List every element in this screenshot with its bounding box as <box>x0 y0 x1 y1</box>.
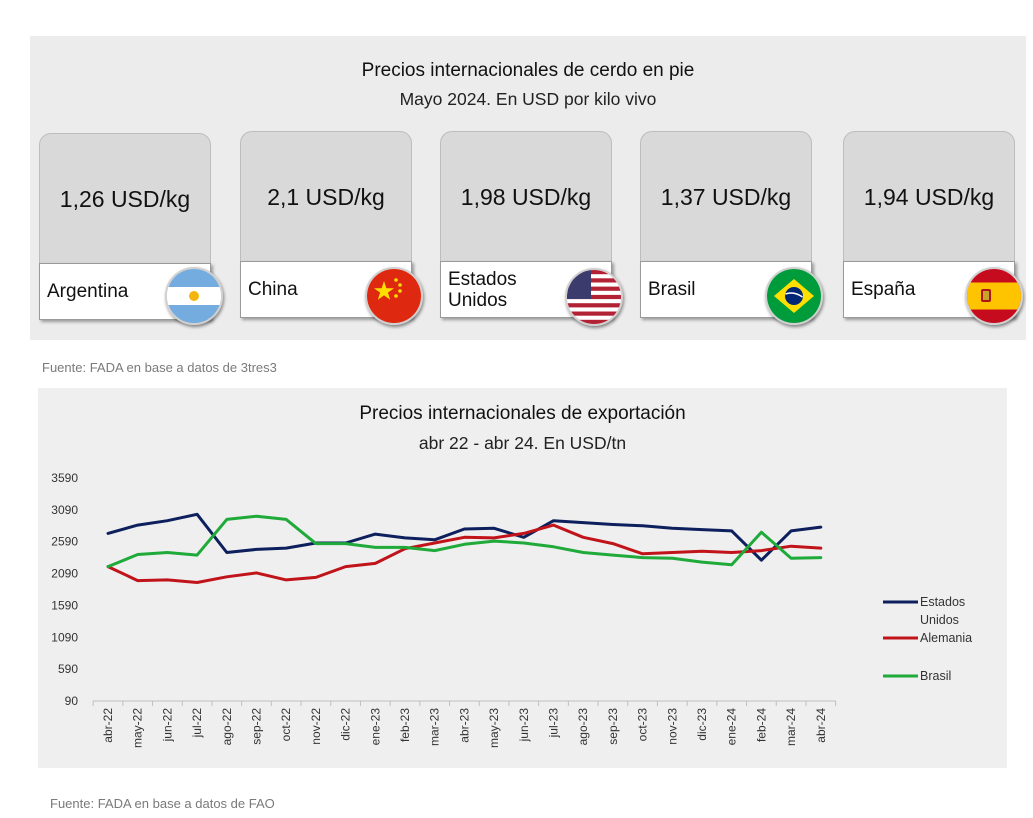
y-tick-label: 1590 <box>51 598 78 612</box>
price-card-usa: 1,98 USD/kg Estados Unidos <box>440 131 623 326</box>
price-card-china: 2,1 USD/kg China <box>240 131 423 325</box>
price-value: 1,37 USD/kg <box>660 184 792 210</box>
x-tick-label: dic-22 <box>339 708 353 741</box>
y-tick-label: 3090 <box>51 503 78 517</box>
country-name: Brasil <box>648 279 696 300</box>
x-tick-label: nov-22 <box>309 708 323 745</box>
export-prices-line-chart: 90 590 1090 1590 2090 2590 3090 3590 abr-22 may-2… <box>51 471 972 748</box>
legend-label: Alemania <box>920 631 972 645</box>
price-value: 2,1 USD/kg <box>267 184 385 210</box>
live-prices-title: Precios internacionales de cerdo en pie <box>361 60 695 81</box>
y-tick-label: 1090 <box>51 630 78 644</box>
price-card-top: 1,94 USD/kg <box>843 131 1015 265</box>
x-tick-label: jul-22 <box>190 708 204 739</box>
price-value: 1,26 USD/kg <box>59 186 191 212</box>
export-prices-panel <box>38 388 1007 768</box>
y-tick-label: 2090 <box>51 567 78 581</box>
x-tick-label: sep-22 <box>250 708 264 745</box>
price-card-top: 2,1 USD/kg <box>240 131 412 265</box>
price-card-top: 1,26 USD/kg <box>39 133 211 267</box>
x-tick-label: oct-22 <box>279 708 293 742</box>
x-tick-label: nov-23 <box>665 708 679 745</box>
country-name: China <box>248 279 298 300</box>
x-tick-label: ene-23 <box>368 708 382 746</box>
source-note: Fuente: FADA en base a datos de FAO <box>50 796 275 811</box>
x-tick-label: mar-24 <box>784 708 798 746</box>
price-card-brazil: 1,37 USD/kg Brasil <box>640 131 823 325</box>
x-tick-label: abr-23 <box>457 708 471 743</box>
argentina-flag-icon <box>165 267 223 325</box>
y-tick-label: 590 <box>58 662 78 676</box>
legend-label: Brasil <box>920 669 951 683</box>
usa-flag-icon <box>565 268 623 326</box>
price-card-argentina: 1,26 USD/kg Argentina <box>39 133 223 325</box>
price-value: 1,94 USD/kg <box>863 184 995 210</box>
x-tick-label: abr-24 <box>814 708 828 743</box>
x-tick-label: jul-23 <box>547 708 561 739</box>
y-tick-label: 2590 <box>51 535 78 549</box>
x-tick-label: jun-22 <box>160 708 174 743</box>
x-tick-label: feb-23 <box>398 708 412 742</box>
country-name: España <box>851 279 916 300</box>
x-tick-label: dic-23 <box>695 708 709 741</box>
series-line-estados-unidos <box>106 512 823 562</box>
y-tick-label: 90 <box>65 694 79 708</box>
china-flag-icon <box>365 267 423 325</box>
x-tick-label: feb-24 <box>754 708 768 742</box>
x-tick-label: jun-23 <box>517 708 531 743</box>
legend-label: Estados Unidos <box>920 595 965 627</box>
x-tick-label: may-22 <box>131 708 145 748</box>
chart-subtitle: abr 22 - abr 24. En USD/tn <box>418 433 627 453</box>
x-tick-label: abr-22 <box>101 708 115 743</box>
x-tick-label: ene-24 <box>725 708 739 746</box>
x-tick-label: mar-23 <box>428 708 442 746</box>
price-card-top: 1,37 USD/kg <box>640 131 812 265</box>
brazil-flag-icon <box>765 267 823 325</box>
series-line-alemania <box>106 523 823 584</box>
x-tick-label: ago-23 <box>576 708 590 746</box>
country-name: Estados Unidos <box>448 268 517 311</box>
spain-flag-icon <box>965 267 1023 325</box>
x-tick-label: oct-23 <box>636 708 650 742</box>
live-prices-subtitle: Mayo 2024. En USD por kilo vivo <box>399 89 657 109</box>
chart-title: Precios internacionales de exportación <box>359 403 686 424</box>
x-tick-label: ago-22 <box>220 708 234 746</box>
country-name: Argentina <box>47 281 129 302</box>
series-line-brasil <box>106 514 823 569</box>
y-tick-label: 3590 <box>51 471 78 485</box>
price-card-top: 1,98 USD/kg <box>440 131 612 265</box>
x-tick-label: sep-23 <box>606 708 620 745</box>
price-value: 1,98 USD/kg <box>460 184 592 210</box>
x-tick-label: may-23 <box>487 708 501 748</box>
source-note: Fuente: FADA en base a datos de 3tres3 <box>42 360 277 375</box>
price-card-spain: 1,94 USD/kg España <box>843 131 1023 325</box>
